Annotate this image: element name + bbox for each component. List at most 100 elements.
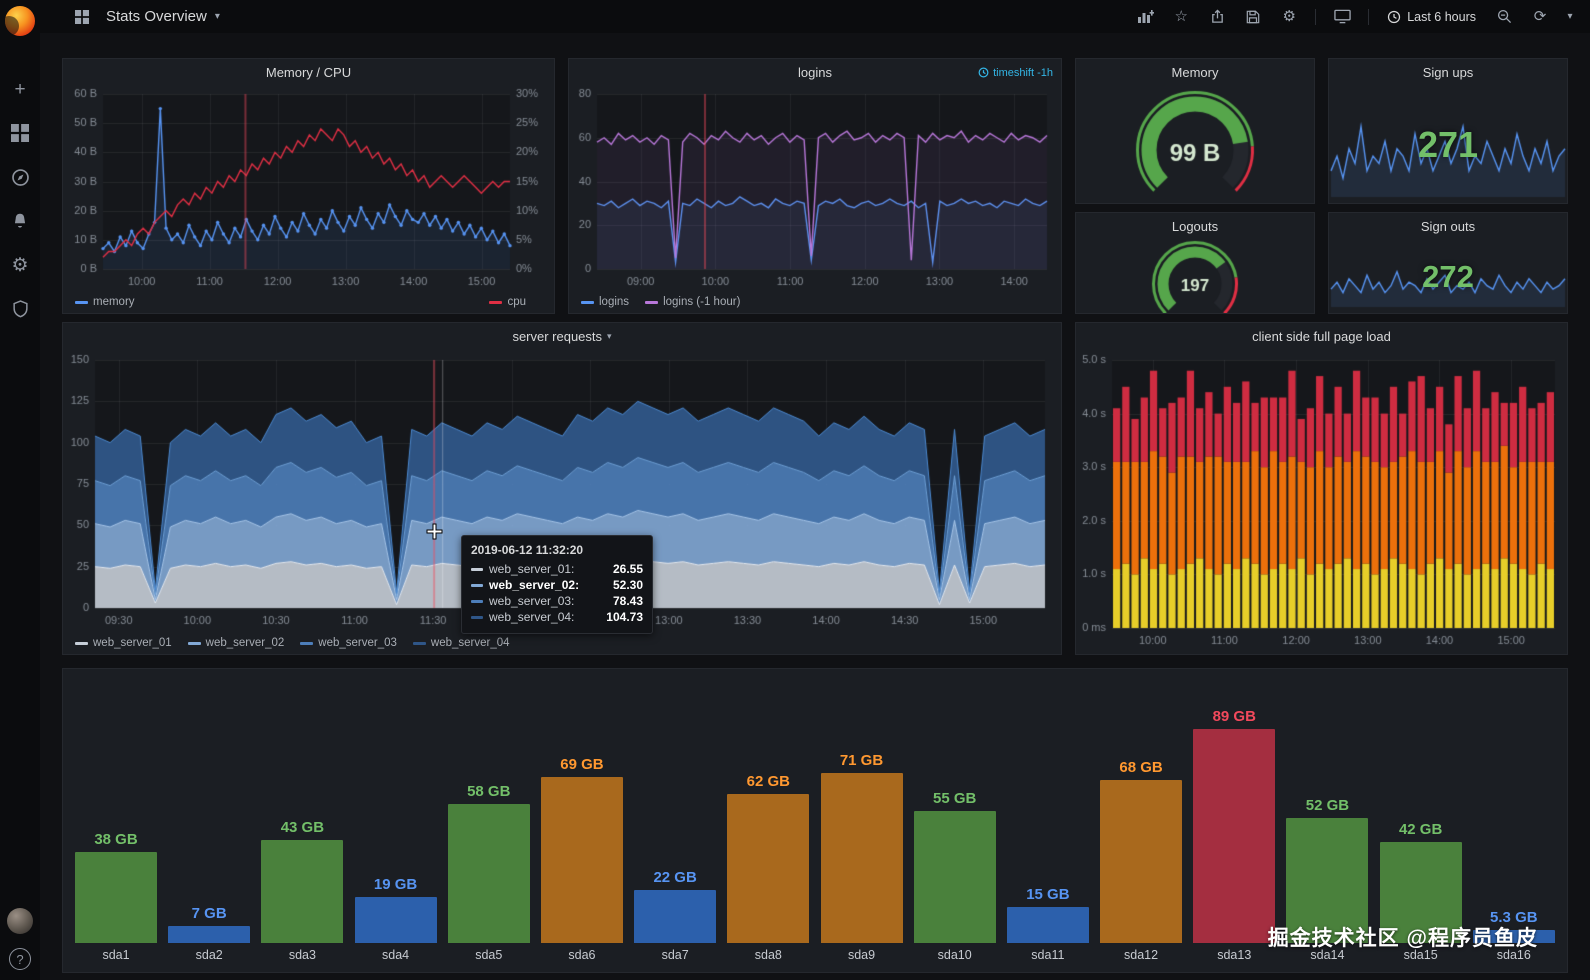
- disk-bar-item[interactable]: 5.3 GB sda16: [1469, 679, 1559, 964]
- disk-bar[interactable]: [727, 794, 810, 943]
- bar-value-label: 52 GB: [1305, 797, 1350, 814]
- legend-item[interactable]: memory: [75, 296, 135, 308]
- zoom-out-icon[interactable]: [1488, 5, 1520, 29]
- panel-header[interactable]: server requests ▾: [63, 323, 1061, 350]
- disk-bar-item[interactable]: 58 GB sda5: [444, 679, 534, 964]
- alerting-bell-icon[interactable]: [9, 210, 31, 232]
- panel-header[interactable]: Sign outs: [1329, 213, 1567, 240]
- disk-bar[interactable]: [634, 890, 717, 943]
- disk-bar[interactable]: [1286, 818, 1369, 943]
- admin-shield-icon[interactable]: [9, 298, 31, 320]
- refresh-interval-caret-icon[interactable]: ▾: [1567, 10, 1573, 22]
- page-load-chart[interactable]: [1076, 350, 1567, 654]
- sign-ups-sparkline[interactable]: [1329, 86, 1567, 203]
- disk-bar[interactable]: [820, 773, 903, 943]
- topbar-divider: [1315, 8, 1317, 25]
- disk-bar-item[interactable]: 15 GB sda11: [1003, 679, 1093, 964]
- legend-item[interactable]: web_server_04: [412, 637, 510, 649]
- disk-bar[interactable]: [168, 926, 251, 943]
- panel-title[interactable]: logins: [798, 65, 832, 80]
- disk-bar-item[interactable]: 68 GB sda12: [1096, 679, 1186, 964]
- create-plus-icon[interactable]: +: [14, 78, 26, 100]
- disk-bar-item[interactable]: 38 GB sda1: [71, 679, 161, 964]
- disk-bar[interactable]: [1193, 729, 1276, 943]
- dashboards-grid-icon[interactable]: [9, 122, 31, 144]
- logins-chart[interactable]: [569, 86, 1061, 291]
- panel-header[interactable]: client side full page load: [1076, 323, 1567, 350]
- disk-bar-item[interactable]: 52 GB sda14: [1282, 679, 1372, 964]
- disk-bar-item[interactable]: 62 GB sda8: [723, 679, 813, 964]
- disk-bar[interactable]: [1472, 930, 1555, 943]
- share-icon[interactable]: [1201, 5, 1233, 29]
- refresh-icon[interactable]: ⟳: [1533, 8, 1547, 25]
- disk-bar[interactable]: [75, 852, 157, 943]
- bar-category-label: sda16: [1496, 948, 1531, 962]
- disk-bar[interactable]: [447, 804, 530, 943]
- panel-menu-caret-icon[interactable]: ▾: [607, 331, 612, 341]
- clock-icon: [1388, 10, 1401, 23]
- legend-item[interactable]: web_server_02: [187, 637, 284, 649]
- memory-gauge[interactable]: [1076, 86, 1314, 203]
- bar-category-label: sda6: [568, 948, 596, 962]
- disk-bar[interactable]: [1006, 907, 1089, 943]
- panel-header[interactable]: Memory: [1076, 59, 1314, 86]
- disk-bar[interactable]: [540, 777, 623, 943]
- disk-bar[interactable]: [913, 811, 996, 943]
- legend-swatch: [300, 641, 314, 645]
- legend-item[interactable]: logins (-1 hour): [645, 296, 740, 308]
- panel-title[interactable]: Sign outs: [1420, 219, 1476, 234]
- add-panel-icon[interactable]: [1129, 5, 1161, 29]
- star-icon[interactable]: ☆: [1174, 8, 1188, 25]
- user-avatar[interactable]: [7, 908, 33, 934]
- panel-title[interactable]: Logouts: [1171, 219, 1219, 234]
- dashboard-settings-gear-icon[interactable]: ⚙: [1282, 8, 1296, 25]
- disk-usage-chart[interactable]: 38 GB sda1 7 GB sda2 43 GB sda3 19 GB sda4 58 GB…: [63, 669, 1567, 972]
- disk-bar[interactable]: [1100, 780, 1183, 943]
- legend-item[interactable]: web_server_03: [300, 637, 397, 649]
- disk-bar-item[interactable]: 43 GB sda3: [257, 679, 347, 964]
- panel-header[interactable]: Memory / CPU: [63, 59, 554, 86]
- save-icon[interactable]: [1237, 5, 1269, 29]
- panel-header[interactable]: Sign ups: [1329, 59, 1567, 86]
- disk-bar[interactable]: [261, 840, 344, 943]
- legend-item[interactable]: web_server_01: [75, 637, 172, 649]
- legend-swatch: [489, 300, 503, 304]
- disk-bar-item[interactable]: 69 GB sda6: [537, 679, 627, 964]
- dashboard-grid-icon[interactable]: [66, 5, 98, 29]
- dashboard-title-caret-icon[interactable]: ▾: [214, 11, 220, 22]
- disk-bar-item[interactable]: 55 GB sda10: [910, 679, 1000, 964]
- timeshift-badge[interactable]: timeshift -1h: [978, 59, 1053, 86]
- time-range-picker[interactable]: Last 6 hours: [1379, 10, 1484, 24]
- help-icon[interactable]: ?: [9, 948, 31, 970]
- disk-bar-item[interactable]: 89 GB sda13: [1189, 679, 1279, 964]
- disk-bar[interactable]: [354, 897, 437, 943]
- disk-bar-item[interactable]: 22 GB sda7: [630, 679, 720, 964]
- explore-compass-icon[interactable]: [9, 166, 31, 188]
- panel-title[interactable]: server requests: [512, 329, 603, 344]
- disk-bar-item[interactable]: 7 GB sda2: [164, 679, 254, 964]
- dashboard-title[interactable]: Stats Overview: [106, 8, 207, 25]
- panel-logins: logins timeshift -1h logins logins (-1 ho…: [568, 58, 1062, 314]
- panel-title[interactable]: Sign ups: [1422, 65, 1474, 80]
- disk-bar[interactable]: [1379, 842, 1462, 943]
- panel-header[interactable]: logins timeshift -1h: [569, 59, 1061, 86]
- panel-header[interactable]: Logouts: [1076, 213, 1314, 240]
- configuration-gear-icon[interactable]: ⚙: [11, 254, 29, 276]
- disk-bar-item[interactable]: 42 GB sda15: [1376, 679, 1466, 964]
- legend-item[interactable]: logins: [581, 296, 629, 308]
- panel-title[interactable]: Memory / CPU: [265, 65, 352, 80]
- disk-bar-item[interactable]: 71 GB sda9: [817, 679, 907, 964]
- panel-title[interactable]: client side full page load: [1252, 329, 1391, 344]
- disk-bar-item[interactable]: 19 GB sda4: [351, 679, 441, 964]
- legend: web_server_01 web_server_02 web_server_03 w…: [63, 632, 1061, 654]
- legend-swatch: [645, 300, 659, 304]
- sign-outs-sparkline[interactable]: [1329, 240, 1567, 313]
- tv-mode-icon[interactable]: [1326, 5, 1358, 29]
- tooltip-row: web_server_04: 104.73: [471, 610, 643, 624]
- panel-title[interactable]: Memory: [1171, 65, 1219, 80]
- grafana-logo-icon[interactable]: [5, 6, 35, 36]
- legend-item[interactable]: cpu: [489, 296, 526, 308]
- logouts-gauge[interactable]: [1076, 240, 1314, 313]
- bar-value-label: 68 GB: [1119, 759, 1163, 776]
- memory-cpu-chart[interactable]: [63, 86, 554, 291]
